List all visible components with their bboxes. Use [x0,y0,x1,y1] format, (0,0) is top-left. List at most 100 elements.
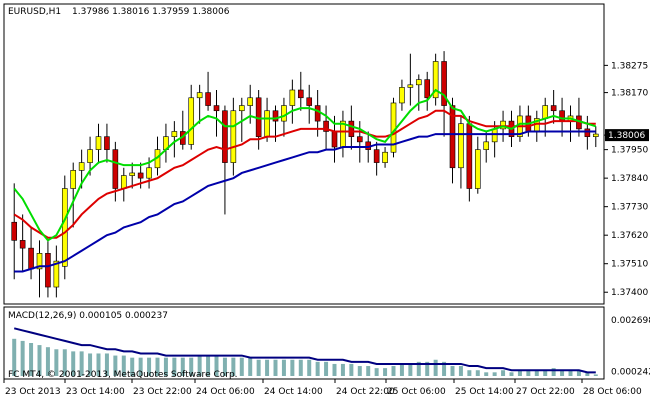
candle-body [129,172,136,176]
price-tick-label: 1.37730 [611,203,648,213]
macd-bar [12,338,17,376]
candle-body [205,92,211,106]
macd-bar [79,351,84,376]
macd-bar [467,370,472,376]
macd-bar [526,370,531,376]
candle-body [323,120,329,132]
candle [95,123,102,163]
macd-bar [20,340,25,376]
candle-body [230,110,237,163]
candle [584,115,591,150]
macd-bar [231,357,236,376]
candle-body [356,136,363,143]
macd-bar [163,357,168,376]
macd-bar [560,370,565,376]
candle-body [458,123,464,169]
candle [45,240,51,298]
candle-body [306,97,313,106]
copyright-text: FC MT4, © 2001-2013, MetaQuotes Software… [8,370,238,380]
candle-body [188,97,195,145]
candle-body [424,79,431,99]
macd-bar [37,345,42,376]
macd-bar [206,355,211,376]
candle-body [87,149,93,163]
macd-bar [189,357,194,376]
candle-body [373,149,380,163]
candle-body [11,221,18,241]
macd-bar [273,359,278,376]
candle-body [432,61,439,99]
candle [415,74,422,111]
candle [458,115,464,189]
current-price-label: 1.38006 [608,131,645,141]
macd-bar [71,351,76,376]
macd-bar [357,366,362,376]
candle [129,162,136,189]
candle [188,84,195,150]
macd-tick-label: 0.000242 [611,367,650,377]
ma-mid-line [13,109,596,239]
macd-bar [147,357,152,376]
macd-bar [281,359,286,376]
macd-bar [315,361,320,376]
price-tick-label: 1.37400 [611,288,648,298]
macd-bar [298,359,303,376]
macd-bar [576,370,581,376]
candle-body [171,131,178,137]
macd-bar [256,359,261,376]
candle [373,141,380,176]
candle-body [483,141,490,150]
candle [196,84,203,124]
time-tick-label: 25 Oct 14:00 [455,387,514,397]
price-tick-label: 1.37950 [611,146,648,156]
price-tick-label: 1.38170 [611,89,648,99]
macd-bar [593,374,598,376]
candle [466,115,473,202]
macd-bar [433,359,438,376]
macd-bar [96,353,101,376]
candle [424,71,431,111]
candle [289,79,296,124]
time-tick-label: 27 Oct 22:00 [516,387,575,397]
candle-body [550,105,557,112]
macd-bar [543,370,548,376]
candle-body [441,61,447,106]
macd-bar [534,370,539,376]
candle-body [382,151,388,163]
candle [550,90,557,124]
macd-bar [501,370,506,376]
time-tick-label: 28 Oct 06:00 [583,387,642,397]
macd-bar [113,355,118,376]
candle-body [53,260,60,288]
macd-bar [45,347,50,376]
candle-body [112,149,119,189]
time-tick-label: 23 Oct 22:00 [133,387,192,397]
candles-group [11,51,599,298]
macd-bar [416,361,421,376]
macd-bar [222,357,227,376]
macd-axis: 0.002698 0.000242 [611,316,650,377]
macd-signal-line [13,327,596,374]
candle [399,79,405,111]
candle-body [78,162,85,171]
candle [348,105,355,150]
macd-bar [383,368,388,376]
macd-bar [458,366,463,376]
macd-bar [62,349,67,376]
time-tick-label: 23 Oct 14:00 [66,387,125,397]
candle [104,123,110,163]
macd-group [12,327,598,376]
candle [19,214,26,272]
candle [323,105,329,150]
macd-title: MACD(12,26,9) 0.000105 0.000237 [8,311,168,321]
macd-bar [29,342,34,376]
macd-bar [366,366,371,376]
candle-body [28,247,34,270]
candle-body [500,120,506,130]
candle-body [196,92,203,99]
candle [171,121,178,158]
macd-bar [324,361,329,376]
candle [390,97,397,158]
candle-body [238,105,245,112]
macd-bar [492,372,497,376]
